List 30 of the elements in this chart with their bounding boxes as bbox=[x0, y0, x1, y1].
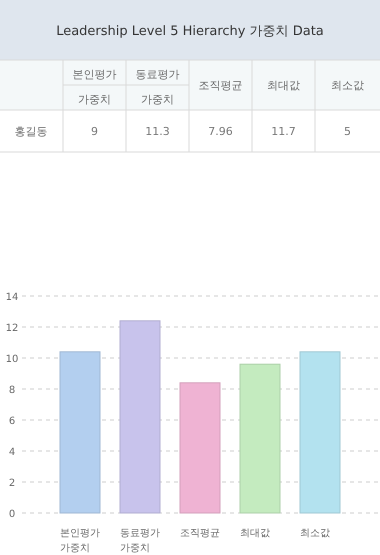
y-tick-label: 홍길동 bbox=[14, 125, 48, 138]
y-tick-label: 0 bbox=[8, 509, 16, 520]
bar bbox=[120, 320, 160, 514]
x-tick-label: 동료평가 가중치 bbox=[120, 528, 160, 554]
chart-title: Leadership Level 5 Hierarchy 가중치 Data bbox=[56, 24, 324, 39]
x-tick-label: 최대값 bbox=[240, 528, 270, 539]
bar bbox=[240, 364, 280, 514]
y-tick-label: 6 bbox=[8, 416, 16, 427]
data-label: 7.96 bbox=[208, 125, 233, 138]
data-label: 11.3 bbox=[145, 125, 170, 138]
y-tick-label: 4 bbox=[8, 447, 16, 458]
x-tick-label: 조직평균 bbox=[180, 528, 220, 539]
bar bbox=[60, 351, 100, 514]
x-tick-label: 최대값 bbox=[267, 79, 300, 92]
bar bbox=[180, 382, 220, 514]
y-tick-label: 8 bbox=[8, 385, 16, 396]
y-tick-label: 2 bbox=[8, 478, 16, 489]
x-tick-label: 본인평가 가중치 bbox=[60, 528, 100, 554]
x-tick-label: 최소값 bbox=[300, 528, 330, 539]
x-tick-label: 최소값 bbox=[331, 79, 364, 92]
data-label: 5 bbox=[344, 125, 351, 138]
y-tick-label: 10 bbox=[6, 354, 18, 365]
x-tick-label: 조직평균 bbox=[198, 79, 242, 92]
y-tick-label: 12 bbox=[6, 323, 18, 334]
x-tick-label: 본인평가 가중치 bbox=[72, 68, 116, 106]
x-tick-label: 동료평가 가중치 bbox=[136, 68, 180, 106]
data-label: 11.7 bbox=[271, 125, 296, 138]
data-label: 9 bbox=[91, 125, 98, 138]
bar bbox=[300, 351, 340, 514]
y-tick-label: 14 bbox=[6, 292, 18, 303]
